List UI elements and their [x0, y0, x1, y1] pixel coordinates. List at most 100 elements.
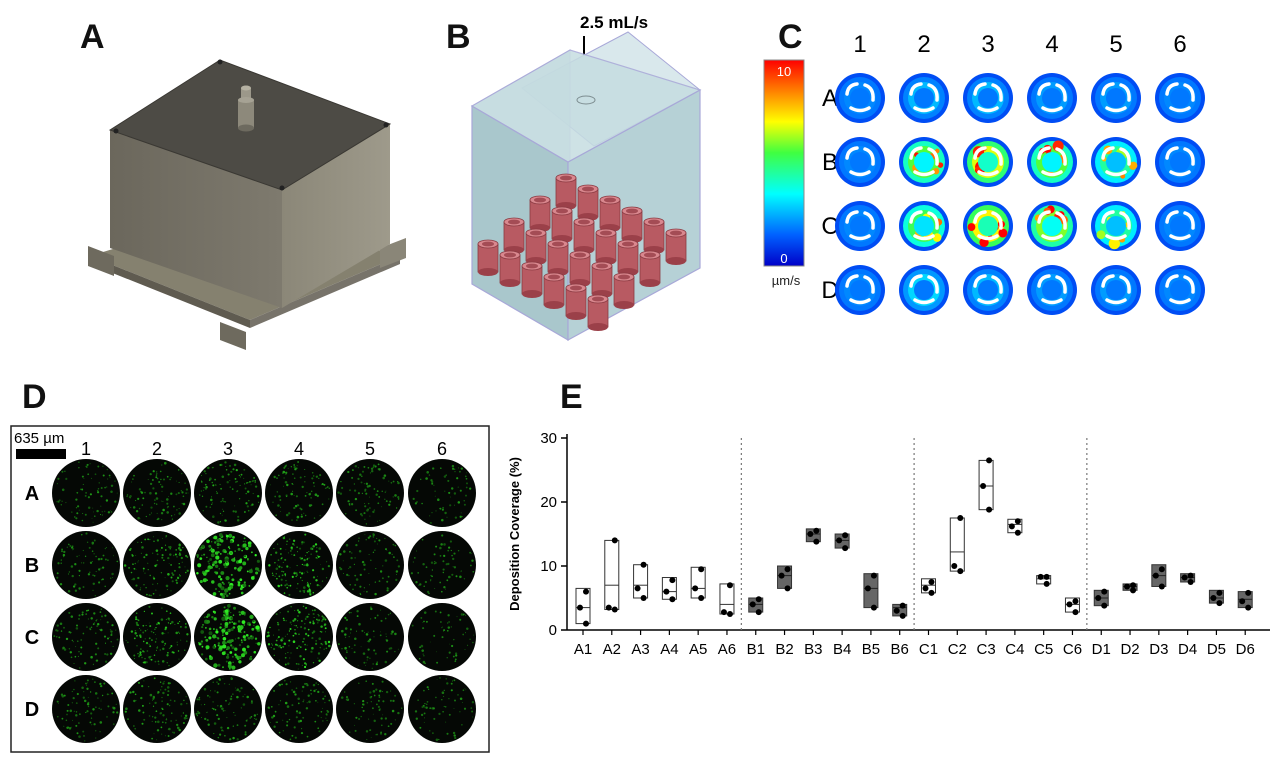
data-point	[726, 582, 733, 589]
x-tick-label: C3	[976, 641, 995, 658]
fluorescence-well	[123, 603, 191, 671]
data-point	[1187, 579, 1194, 585]
box-c5	[1036, 573, 1052, 587]
box-body	[690, 566, 706, 599]
panel-c-colorbar: 10 0 µm/s	[763, 59, 805, 288]
x-tick-label: B2	[775, 641, 793, 658]
data-point	[1216, 589, 1223, 596]
fluorescence-well	[408, 459, 476, 527]
data-point	[720, 609, 727, 616]
velocity-well	[835, 265, 885, 315]
fluorescence-well	[265, 459, 333, 527]
box-c3	[978, 457, 994, 513]
data-point	[1130, 582, 1137, 589]
velocity-well	[1027, 201, 1077, 251]
data-point	[864, 585, 871, 592]
data-point	[1101, 602, 1108, 609]
box-c2	[949, 515, 965, 575]
x-tick-label: B3	[804, 641, 822, 658]
panel-d-fluorescence-grid: 635 µm 1 2 3 4 5 6 A B C D	[10, 425, 490, 753]
box-a5	[690, 566, 706, 601]
data-point	[611, 606, 618, 613]
colorbar-min-label: 0	[780, 251, 787, 266]
data-point	[899, 612, 906, 619]
fluorescence-column-label: 3	[223, 439, 233, 459]
box-c6	[1064, 597, 1080, 616]
velocity-column-label: 5	[1109, 31, 1122, 58]
data-point	[1158, 566, 1165, 573]
chamber-well	[599, 195, 621, 232]
data-point	[1043, 573, 1050, 580]
fluorescence-well	[336, 675, 404, 743]
velocity-well	[899, 201, 949, 251]
velocity-column-label: 2	[917, 31, 930, 58]
data-point	[640, 595, 647, 601]
y-axis-label: Deposition Coverage (%)	[507, 457, 522, 611]
velocity-column-label: 3	[981, 31, 994, 58]
data-point	[836, 537, 843, 544]
chamber-well	[551, 206, 573, 243]
chamber-well	[525, 228, 547, 265]
velocity-well	[1155, 137, 1205, 187]
fluorescence-well	[265, 603, 333, 671]
velocity-row-label: C	[821, 213, 838, 240]
data-point	[807, 531, 814, 537]
chamber-well	[477, 239, 499, 276]
data-point	[957, 515, 964, 521]
chamber-well	[621, 206, 643, 243]
data-point	[1152, 572, 1159, 579]
box-c4	[1007, 518, 1023, 536]
box-b3	[805, 527, 821, 545]
data-point	[893, 607, 900, 614]
fluorescence-column-label: 6	[437, 439, 447, 459]
x-tick-label: A2	[603, 641, 621, 658]
chamber-well	[587, 294, 609, 331]
data-point	[1014, 529, 1021, 536]
velocity-well	[1027, 265, 1077, 315]
velocity-column-label: 4	[1045, 31, 1058, 58]
data-point	[813, 527, 820, 534]
fluorescence-well	[336, 603, 404, 671]
panel-a-device-render	[88, 59, 406, 350]
fluorescence-well	[265, 675, 333, 743]
chamber-well	[503, 217, 525, 254]
fluorescence-well	[336, 459, 404, 527]
data-point	[778, 572, 785, 579]
box-body	[949, 517, 965, 572]
data-point	[669, 577, 676, 584]
chamber-well	[529, 195, 551, 232]
box-body	[863, 573, 879, 609]
data-point	[1037, 573, 1044, 580]
data-point	[899, 602, 906, 609]
velocity-row-label: A	[822, 85, 838, 112]
data-point	[1124, 583, 1131, 590]
data-point	[1072, 598, 1079, 605]
data-point	[1181, 574, 1188, 581]
chamber-well	[555, 173, 577, 210]
fluorescence-well	[52, 531, 120, 599]
data-point	[698, 595, 705, 601]
fluorescence-row-label: C	[25, 627, 39, 649]
data-point	[577, 604, 583, 611]
fluorescence-row-label: A	[25, 483, 39, 505]
data-point	[813, 538, 820, 545]
data-point	[1187, 572, 1194, 579]
x-tick-label: C5	[1034, 641, 1053, 658]
x-tick-label: A6	[718, 641, 736, 658]
velocity-well	[1027, 137, 1077, 187]
fluorescence-well	[123, 459, 191, 527]
data-point	[1008, 523, 1015, 530]
data-point	[842, 545, 849, 552]
box-body	[719, 583, 735, 615]
box-b6	[892, 602, 908, 619]
scale-bar	[16, 449, 66, 459]
x-tick-label: D5	[1207, 641, 1226, 658]
velocity-well	[1091, 201, 1141, 251]
box-a3	[633, 561, 649, 601]
chamber-well	[643, 217, 665, 254]
data-point	[957, 568, 964, 575]
data-point	[928, 589, 935, 596]
data-point	[1072, 609, 1079, 616]
data-point	[749, 601, 756, 608]
box-b4	[834, 532, 850, 552]
